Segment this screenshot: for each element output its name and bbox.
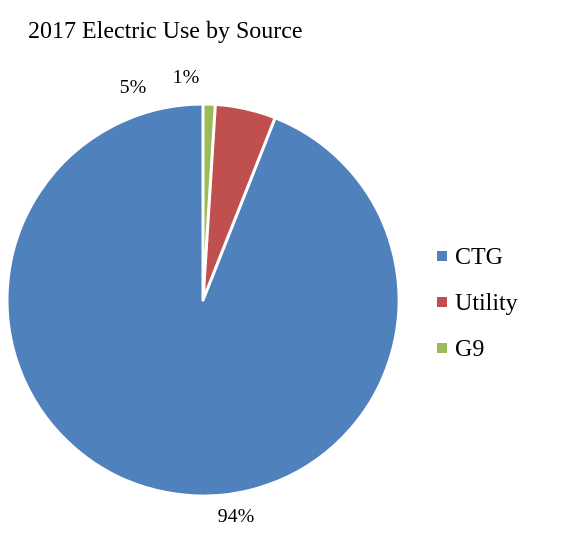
- data-label-g9: 1%: [173, 66, 200, 88]
- legend-swatch-utility: [437, 297, 447, 307]
- pie-slices: [5, 102, 401, 498]
- data-label-ctg: 94%: [218, 505, 255, 527]
- data-labels: 94% 5% 1%: [120, 66, 255, 527]
- legend-label-ctg: CTG: [455, 244, 503, 270]
- legend-swatch-ctg: [437, 251, 447, 261]
- data-label-utility: 5%: [120, 76, 147, 98]
- legend-swatch-g9: [437, 343, 447, 353]
- legend-label-utility: Utility: [455, 290, 518, 316]
- pie-slice-g9: [201, 102, 217, 302]
- legend: CTG Utility G9: [437, 244, 518, 362]
- legend-label-g9: G9: [455, 336, 484, 362]
- chart-title: 2017 Electric Use by Source: [28, 18, 303, 44]
